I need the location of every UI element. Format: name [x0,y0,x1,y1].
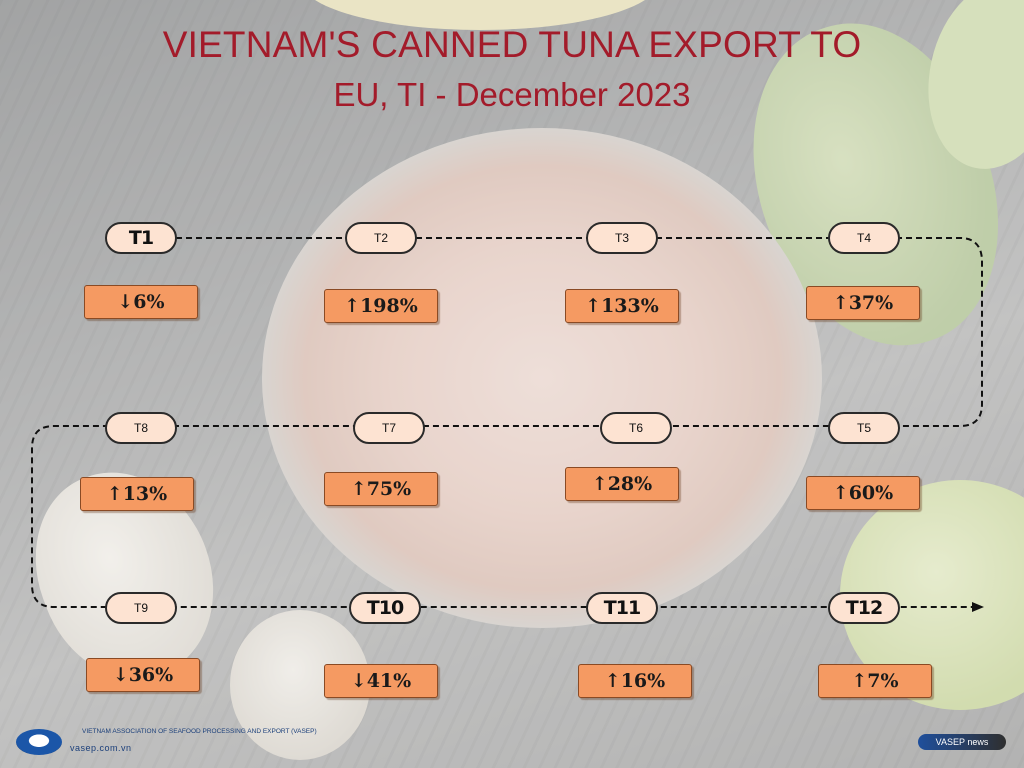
vasep-news-badge: VASEP news [918,734,1006,750]
change-value-t4: ↑37% [806,286,920,320]
month-pill-t9: T9 [105,592,177,624]
month-pill-t10: T10 [349,592,421,624]
month-pill-t11: T11 [586,592,658,624]
dashed-connector [31,237,983,608]
arrow-head-icon [972,602,984,612]
month-pill-t5: T5 [828,412,900,444]
change-value-t7: ↑75% [324,472,438,506]
change-value-t10: ↓41% [324,664,438,698]
month-pill-t4: T4 [828,222,900,254]
change-value-t2: ↑198% [324,289,438,323]
month-pill-t7: T7 [353,412,425,444]
month-pill-t3: T3 [586,222,658,254]
month-pill-t8: T8 [105,412,177,444]
website-link[interactable]: vasep.com.vn [70,743,132,753]
change-value-t9: ↓36% [86,658,200,692]
change-value-t1: ↓6% [84,285,198,319]
change-value-t8: ↑13% [80,477,194,511]
month-pill-t6: T6 [600,412,672,444]
organization-name: VIETNAM ASSOCIATION OF SEAFOOD PROCESSIN… [82,728,317,735]
change-value-t12: ↑7% [818,664,932,698]
month-pill-t1: T1 [105,222,177,254]
change-value-t6: ↑28% [565,467,679,501]
change-value-t5: ↑60% [806,476,920,510]
tuna-can [262,128,822,628]
month-pill-t2: T2 [345,222,417,254]
change-value-t3: ↑133% [565,289,679,323]
change-value-t11: ↑16% [578,664,692,698]
page-title: VIETNAM'S CANNED TUNA EXPORT TO [162,24,862,65]
vasep-logo [16,729,62,755]
page-subtitle: EU, TI - December 2023 [333,76,691,113]
month-pill-t12: T12 [828,592,900,624]
